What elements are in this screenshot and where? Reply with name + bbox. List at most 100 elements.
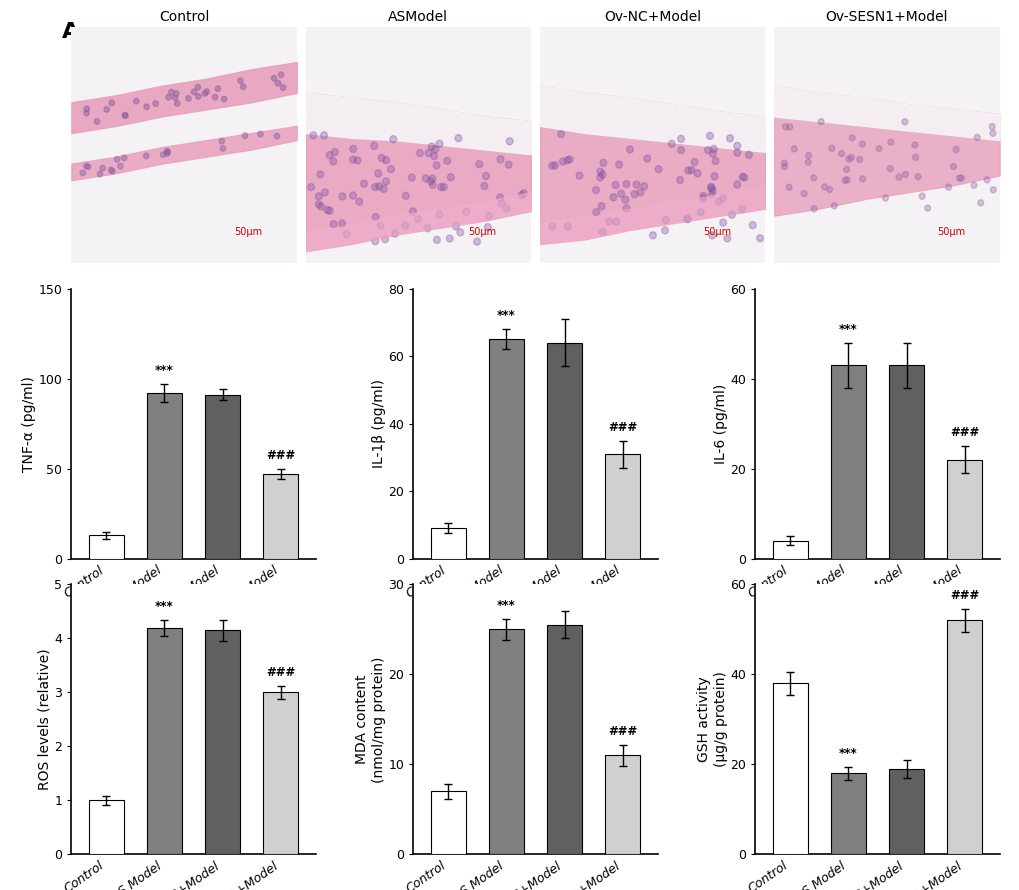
Circle shape bbox=[457, 229, 464, 236]
Circle shape bbox=[378, 155, 385, 162]
Circle shape bbox=[810, 206, 816, 212]
Circle shape bbox=[476, 161, 482, 167]
Circle shape bbox=[989, 187, 996, 193]
Circle shape bbox=[708, 231, 715, 239]
Circle shape bbox=[684, 215, 691, 222]
Circle shape bbox=[330, 221, 336, 228]
Circle shape bbox=[79, 170, 86, 176]
Text: 50μm: 50μm bbox=[234, 227, 262, 237]
Circle shape bbox=[202, 91, 208, 96]
Circle shape bbox=[371, 142, 377, 150]
Circle shape bbox=[505, 138, 513, 145]
Bar bbox=[546, 625, 582, 854]
Circle shape bbox=[597, 203, 604, 210]
Circle shape bbox=[676, 176, 683, 183]
Circle shape bbox=[350, 192, 356, 199]
Circle shape bbox=[422, 175, 429, 182]
Circle shape bbox=[212, 94, 218, 100]
Circle shape bbox=[425, 150, 432, 157]
Circle shape bbox=[640, 182, 647, 190]
Circle shape bbox=[433, 237, 440, 243]
Circle shape bbox=[164, 150, 170, 157]
Circle shape bbox=[317, 171, 323, 178]
Circle shape bbox=[618, 190, 624, 198]
Circle shape bbox=[977, 199, 982, 206]
Circle shape bbox=[84, 163, 89, 169]
Bar bbox=[830, 365, 865, 559]
Circle shape bbox=[739, 174, 745, 181]
Circle shape bbox=[599, 159, 606, 166]
Circle shape bbox=[185, 95, 191, 101]
Circle shape bbox=[133, 99, 139, 104]
Circle shape bbox=[810, 174, 816, 181]
Circle shape bbox=[738, 206, 745, 213]
Circle shape bbox=[708, 187, 715, 194]
Circle shape bbox=[315, 201, 322, 208]
Circle shape bbox=[381, 236, 388, 243]
Circle shape bbox=[380, 185, 386, 192]
Circle shape bbox=[805, 159, 810, 166]
Circle shape bbox=[427, 178, 434, 185]
Text: 50μm: 50μm bbox=[702, 227, 731, 237]
Circle shape bbox=[649, 231, 655, 239]
Text: ###: ### bbox=[266, 449, 296, 462]
Circle shape bbox=[372, 214, 379, 221]
Circle shape bbox=[331, 149, 338, 156]
Circle shape bbox=[715, 198, 721, 205]
Circle shape bbox=[661, 227, 667, 234]
Circle shape bbox=[382, 178, 389, 185]
Circle shape bbox=[719, 219, 726, 226]
Text: ###: ### bbox=[949, 589, 978, 603]
Title: Ov-SESN1+Model: Ov-SESN1+Model bbox=[825, 10, 948, 24]
Circle shape bbox=[805, 152, 811, 158]
Circle shape bbox=[973, 134, 979, 141]
Bar bbox=[546, 343, 582, 559]
Text: ***: *** bbox=[496, 599, 516, 612]
Circle shape bbox=[844, 177, 849, 183]
Circle shape bbox=[496, 156, 503, 163]
Circle shape bbox=[548, 222, 555, 230]
Circle shape bbox=[626, 146, 633, 153]
Circle shape bbox=[902, 172, 908, 177]
Circle shape bbox=[697, 209, 703, 216]
Circle shape bbox=[173, 91, 178, 96]
Circle shape bbox=[278, 72, 283, 77]
Bar bbox=[89, 535, 123, 559]
Circle shape bbox=[424, 224, 430, 231]
Circle shape bbox=[320, 132, 327, 139]
Circle shape bbox=[310, 132, 317, 139]
Circle shape bbox=[667, 141, 675, 148]
Circle shape bbox=[220, 146, 225, 151]
Circle shape bbox=[191, 89, 197, 94]
Circle shape bbox=[699, 192, 706, 199]
Circle shape bbox=[914, 174, 920, 180]
Circle shape bbox=[745, 151, 752, 158]
Circle shape bbox=[498, 200, 504, 207]
Circle shape bbox=[704, 147, 710, 154]
Circle shape bbox=[375, 182, 382, 190]
Bar bbox=[263, 692, 298, 854]
Circle shape bbox=[473, 239, 480, 246]
Circle shape bbox=[728, 211, 735, 218]
Circle shape bbox=[315, 193, 322, 200]
Circle shape bbox=[599, 229, 605, 236]
Circle shape bbox=[623, 181, 629, 188]
Circle shape bbox=[622, 196, 628, 203]
Circle shape bbox=[830, 203, 837, 209]
Circle shape bbox=[756, 235, 762, 242]
Circle shape bbox=[564, 223, 571, 231]
Circle shape bbox=[826, 186, 832, 192]
Circle shape bbox=[504, 161, 512, 168]
Bar bbox=[889, 769, 923, 854]
Circle shape bbox=[733, 142, 740, 150]
Circle shape bbox=[104, 107, 109, 112]
Circle shape bbox=[781, 164, 787, 170]
Circle shape bbox=[326, 207, 333, 214]
Circle shape bbox=[408, 174, 415, 181]
Circle shape bbox=[677, 135, 684, 142]
Circle shape bbox=[274, 134, 279, 139]
Circle shape bbox=[280, 85, 285, 90]
Bar bbox=[488, 629, 524, 854]
Circle shape bbox=[859, 176, 865, 182]
Circle shape bbox=[258, 131, 263, 137]
